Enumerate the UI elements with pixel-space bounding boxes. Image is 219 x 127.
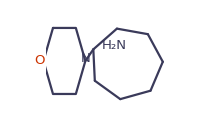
Text: N: N [81, 52, 91, 65]
Text: H₂N: H₂N [102, 39, 127, 52]
Text: O: O [35, 54, 45, 67]
